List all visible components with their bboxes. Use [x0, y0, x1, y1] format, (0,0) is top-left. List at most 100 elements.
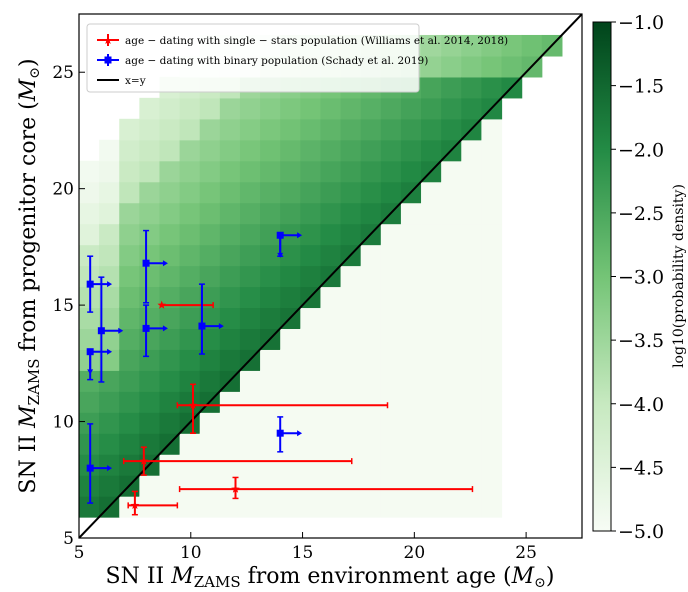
heatmap-cell [219, 244, 241, 267]
heatmap-cell [441, 55, 462, 78]
heatmap-cell [400, 286, 422, 309]
heatmap-cell [360, 454, 382, 476]
heatmap-cell [340, 202, 362, 225]
heatmap-cell [380, 496, 402, 518]
heatmap-cell [79, 391, 100, 413]
heatmap-cell [481, 475, 503, 497]
heatmap-cell [360, 328, 382, 350]
heatmap-cell [280, 475, 301, 497]
heatmap-cell [360, 97, 382, 120]
heatmap-cell [260, 496, 281, 518]
heatmap-cell [380, 475, 402, 497]
heatmap-cell [421, 244, 442, 267]
binary-point [198, 283, 224, 355]
heatmap-cell [421, 97, 442, 120]
heatmap-cell [481, 223, 503, 246]
heatmap-cell [340, 412, 362, 434]
heatmap-cell [280, 139, 301, 162]
heatmap-cell [320, 160, 342, 183]
heatmap-cell [461, 391, 482, 413]
heatmap-cell [441, 181, 462, 204]
y-tick-label: 20 [52, 180, 74, 200]
heatmap-cell [421, 475, 442, 497]
heatmap-cell [360, 286, 382, 309]
heatmap-cell [99, 349, 120, 371]
heatmap-cell [441, 496, 462, 518]
heatmap-cell [461, 307, 482, 329]
heatmap-cell [380, 160, 402, 183]
binary-point [86, 255, 113, 313]
heatmap-cell [461, 496, 482, 518]
heatmap-cell [421, 181, 442, 204]
binary-point [276, 231, 303, 258]
heatmap-cell [340, 433, 362, 455]
heatmap-cell [400, 160, 422, 183]
heatmap-cell [99, 391, 120, 413]
heatmap-cell [199, 328, 221, 350]
heatmap-cell [300, 244, 322, 267]
heatmap-cell [360, 433, 382, 455]
heatmap-cell [219, 265, 241, 288]
heatmap-cell [300, 328, 322, 350]
heatmap-cell [99, 412, 120, 434]
heatmap-cell [139, 433, 161, 455]
heatmap-cell [320, 412, 342, 434]
heatmap-cell [481, 118, 503, 141]
colorbar-tick-label: −4.5 [618, 457, 664, 479]
heatmap-cell [441, 97, 462, 120]
heatmap-cell [219, 97, 241, 120]
heatmap-cell [99, 181, 120, 204]
heatmap-cell [461, 475, 482, 497]
heatmap-cell [441, 391, 462, 413]
heatmap-cell [219, 496, 241, 518]
heatmap-cell [219, 307, 241, 329]
heatmap-cell [400, 202, 422, 225]
heatmap-cell [219, 475, 241, 497]
heatmap-cell [79, 181, 100, 204]
colorbar-tick-label: −1.0 [618, 12, 664, 34]
heatmap-cell [199, 496, 221, 518]
heatmap-cell [139, 412, 161, 434]
heatmap-cell [461, 349, 482, 371]
heatmap-cell [340, 181, 362, 204]
heatmap-cell [461, 244, 482, 267]
heatmap-cell [320, 475, 342, 497]
binary-point [86, 348, 113, 381]
heatmap-cell [441, 244, 462, 267]
heatmap-cell [119, 391, 140, 413]
heatmap-cell [219, 349, 241, 371]
heatmap-cell [219, 328, 241, 350]
heatmap-cell [400, 370, 422, 392]
heatmap-cell [199, 223, 221, 246]
heatmap-cell [219, 223, 241, 246]
heatmap-cell [340, 139, 362, 162]
x-tick-label: 5 [74, 543, 85, 563]
heatmap-cell [280, 286, 301, 309]
heatmap-cell [159, 328, 181, 350]
heatmap-cell [179, 118, 201, 141]
heatmap-cell [119, 118, 140, 141]
heatmap-cell [179, 181, 201, 204]
heatmap-cell [340, 160, 362, 183]
heatmap-cell [360, 475, 382, 497]
colorbar-ticks: −1.0 −1.5 −2.0 −2.5 −3.0 −3.5 −4.0 −4.5 −5.0 [611, 12, 664, 543]
colorbar-tick-label: −3.0 [618, 267, 664, 289]
heatmap-cell [139, 265, 161, 288]
heatmap-cell [320, 433, 342, 455]
heatmap-cell [79, 496, 100, 518]
heatmap-cell [481, 349, 503, 371]
heatmap-cell [461, 370, 482, 392]
heatmap-cell [179, 454, 201, 476]
heatmap-cell [280, 181, 301, 204]
heatmap-cell [320, 202, 342, 225]
heatmap-cell [199, 286, 221, 309]
colorbar-label: log10(probability density) [671, 184, 687, 368]
heatmap-cell [481, 370, 503, 392]
heatmap-cell [421, 433, 442, 455]
single-star-point [122, 446, 353, 476]
heatmap-cell [79, 307, 100, 329]
heatmap-cell [139, 328, 161, 350]
single-star-point [127, 490, 179, 516]
heatmap-cell [441, 454, 462, 476]
